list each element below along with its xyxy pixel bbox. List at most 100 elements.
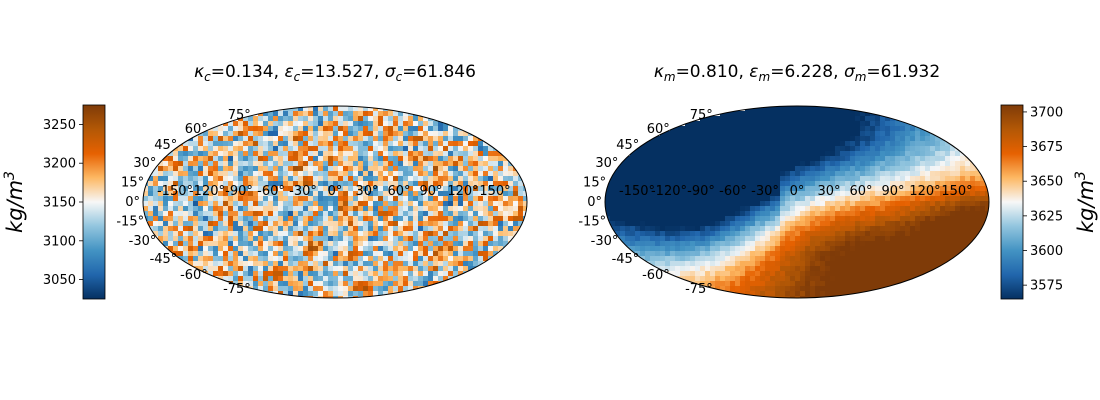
- density-cell: [433, 166, 439, 172]
- density-cell: [218, 206, 224, 212]
- density-cell: [323, 156, 329, 162]
- density-cell: [318, 236, 324, 242]
- density-cell: [278, 241, 284, 247]
- density-cell: [825, 266, 831, 272]
- density-cell: [463, 266, 469, 272]
- density-cell: [770, 206, 776, 212]
- density-cell: [368, 196, 374, 202]
- density-cell: [690, 206, 696, 212]
- density-cell: [513, 246, 519, 252]
- density-cell: [680, 216, 686, 222]
- density-cell: [850, 276, 856, 282]
- density-cell: [665, 236, 671, 242]
- density-cell: [358, 261, 364, 267]
- density-cell: [770, 171, 776, 177]
- density-cell: [645, 181, 651, 187]
- density-cell: [483, 196, 489, 202]
- density-cell: [655, 191, 661, 197]
- density-cell: [745, 286, 751, 292]
- density-cell: [770, 256, 776, 262]
- density-cell: [278, 161, 284, 167]
- density-cell: [825, 221, 831, 227]
- density-cell: [493, 221, 499, 227]
- density-cell: [198, 151, 204, 157]
- density-cell: [895, 251, 901, 257]
- density-cell: [665, 181, 671, 187]
- density-cell: [438, 161, 444, 167]
- density-cell: [468, 206, 474, 212]
- density-cell: [358, 136, 364, 142]
- density-cell: [283, 191, 289, 197]
- density-cell: [353, 176, 359, 182]
- density-cell: [268, 146, 274, 152]
- density-cell: [925, 206, 931, 212]
- density-cell: [463, 186, 469, 192]
- density-cell: [635, 181, 641, 187]
- density-cell: [815, 211, 821, 217]
- density-cell: [173, 161, 179, 167]
- density-cell: [840, 141, 846, 147]
- density-cell: [770, 181, 776, 187]
- density-cell: [478, 151, 484, 157]
- density-cell: [208, 256, 214, 262]
- density-cell: [960, 231, 966, 237]
- density-cell: [785, 176, 791, 182]
- density-cell: [845, 216, 851, 222]
- density-cell: [323, 261, 329, 267]
- density-cell: [650, 211, 656, 217]
- density-cell: [740, 216, 746, 222]
- density-cell: [925, 131, 931, 137]
- density-cell: [338, 226, 344, 232]
- density-cell: [685, 251, 691, 257]
- density-cell: [940, 156, 946, 162]
- density-cell: [850, 181, 856, 187]
- density-cell: [243, 276, 249, 282]
- density-cell: [243, 166, 249, 172]
- density-cell: [403, 121, 409, 127]
- density-cell: [393, 226, 399, 232]
- density-cell: [775, 206, 781, 212]
- density-cell: [253, 136, 259, 142]
- density-cell: [895, 211, 901, 217]
- density-cell: [955, 211, 961, 217]
- density-cell: [408, 141, 414, 147]
- density-cell: [785, 181, 791, 187]
- lon-tick-label: -150°: [157, 184, 193, 199]
- density-cell: [288, 176, 294, 182]
- density-cell: [468, 196, 474, 202]
- density-cell: [750, 126, 756, 132]
- density-cell: [705, 176, 711, 182]
- density-cell: [810, 211, 816, 217]
- density-cell: [233, 156, 239, 162]
- density-cell: [930, 256, 936, 262]
- density-cell: [620, 226, 626, 232]
- density-cell: [870, 196, 876, 202]
- density-cell: [880, 126, 886, 132]
- density-cell: [670, 251, 676, 257]
- density-cell: [303, 281, 309, 287]
- density-cell: [443, 221, 449, 227]
- density-cell: [955, 256, 961, 262]
- density-cell: [183, 181, 189, 187]
- density-cell: [458, 196, 464, 202]
- density-cell: [870, 261, 876, 267]
- density-cell: [925, 231, 931, 237]
- density-cell: [635, 156, 641, 162]
- density-cell: [630, 226, 636, 232]
- density-cell: [810, 171, 816, 177]
- density-cell: [940, 146, 946, 152]
- density-cell: [730, 171, 736, 177]
- density-cell: [198, 166, 204, 172]
- density-cell: [690, 221, 696, 227]
- density-cell: [403, 256, 409, 262]
- density-cell: [905, 141, 911, 147]
- density-cell: [955, 166, 961, 172]
- density-cell: [970, 201, 976, 207]
- density-cell: [640, 211, 646, 217]
- density-cell: [615, 201, 621, 207]
- density-cell: [670, 166, 676, 172]
- density-cell: [438, 226, 444, 232]
- density-cell: [308, 281, 314, 287]
- density-cell: [730, 236, 736, 242]
- density-cell: [905, 241, 911, 247]
